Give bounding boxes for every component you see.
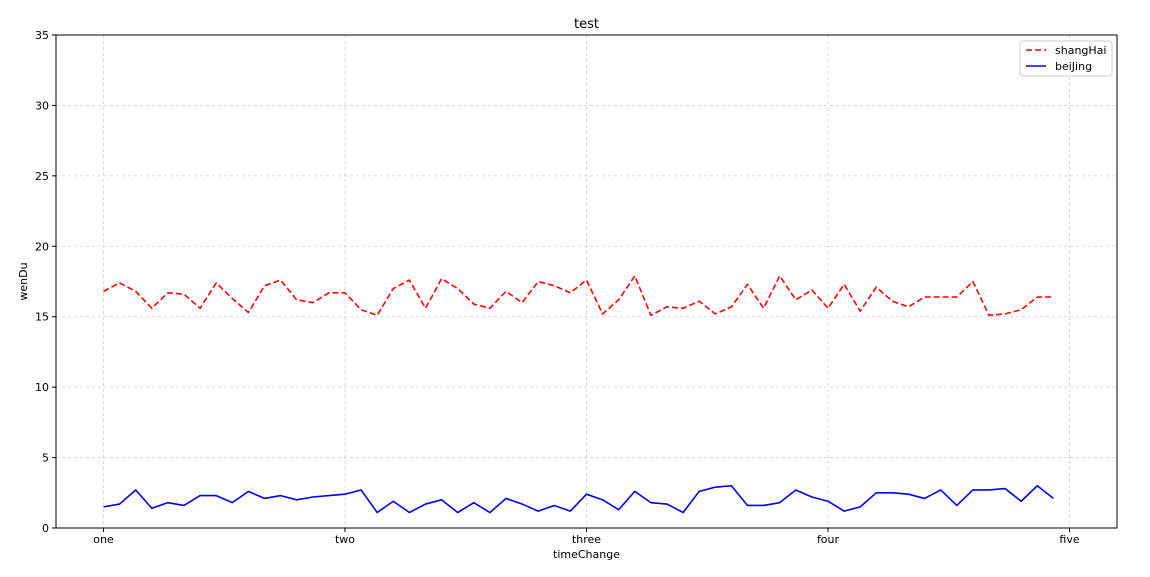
y-tick-label: 25 — [35, 170, 49, 183]
legend-label-shangHai: shangHai — [1055, 44, 1106, 57]
x-tick-label: three — [572, 533, 601, 546]
legend: shangHai beiJing — [1019, 40, 1113, 77]
y-tick-label: 10 — [35, 381, 49, 394]
chart-title: test — [574, 17, 599, 32]
series-line-shangHai — [103, 275, 1054, 317]
x-tick-label: two — [335, 533, 355, 546]
legend-box — [1019, 40, 1113, 77]
y-tick-label: 20 — [35, 240, 49, 253]
axis-ticks: 0 5 10 15 20 25 30 35 one two three four five — [35, 29, 1080, 546]
y-tick-label: 5 — [42, 452, 49, 465]
legend-label-beiJing: beiJing — [1055, 60, 1092, 73]
x-tick-label: five — [1059, 533, 1079, 546]
series-line-beiJing — [103, 484, 1054, 514]
x-tick-label: one — [93, 533, 114, 546]
y-axis-label: wenDu — [17, 262, 30, 300]
y-tick-label: 15 — [35, 311, 49, 324]
y-tick-label: 0 — [42, 522, 49, 535]
x-axis-label: timeChange — [553, 548, 620, 561]
grid — [56, 34, 1117, 529]
series-lines — [103, 275, 1054, 514]
y-tick-label: 30 — [35, 99, 49, 112]
y-tick-label: 35 — [35, 29, 49, 42]
x-tick-label: four — [817, 533, 840, 546]
